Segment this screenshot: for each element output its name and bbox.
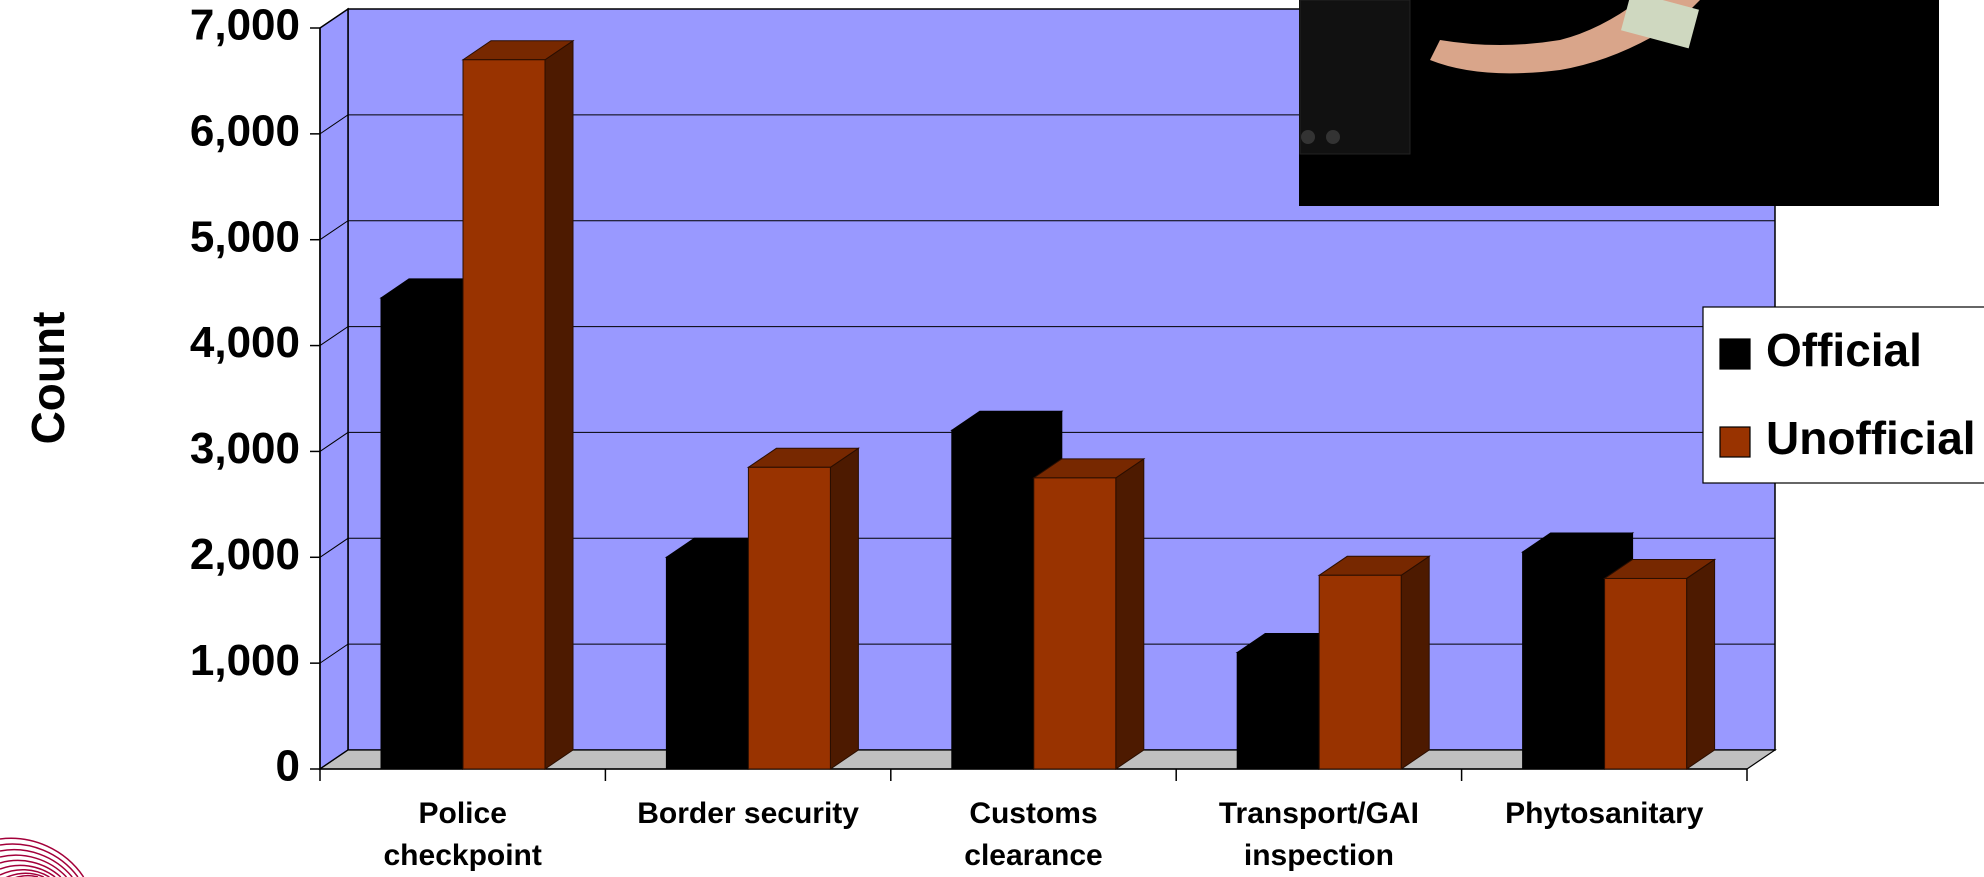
bar-side: [544, 39, 574, 770]
logo: [0, 837, 85, 877]
legend-label: Official: [1766, 324, 1922, 376]
bar-front: [1236, 652, 1320, 770]
grid-line: [319, 431, 1775, 452]
bar-front: [462, 59, 546, 770]
y-tick-label: 1,000: [190, 636, 300, 685]
bar-front: [1604, 577, 1688, 770]
bar-front: [1033, 477, 1117, 770]
y-tick-label: 7,000: [190, 1, 300, 50]
logo-arc: [0, 843, 79, 877]
grid-line: [319, 220, 1775, 241]
bar-front: [747, 466, 831, 770]
y-tick-label: 4,000: [190, 318, 300, 367]
bar-front: [1522, 551, 1606, 770]
legend: Official Unofficial: [1702, 306, 1984, 484]
bar: [461, 39, 575, 770]
y-tick-label: 3,000: [190, 424, 300, 473]
logo-arc: [0, 848, 73, 877]
logo-arc: [0, 837, 85, 877]
bar-side: [1686, 558, 1716, 770]
x-tick-label: Phytosanitary: [1505, 797, 1704, 830]
legend-label: Unofficial: [1766, 412, 1976, 464]
bar: [746, 447, 861, 770]
logo-arc: [0, 868, 50, 877]
bar-front: [951, 429, 1035, 770]
x-tick-label: Transport/GAI inspection: [1218, 797, 1419, 872]
bar-front: [1318, 574, 1402, 770]
logo-arc: [5, 872, 44, 877]
photo: [1299, 0, 1939, 206]
photo-button: [1301, 130, 1315, 144]
logo-arc: [15, 874, 39, 877]
grid-line: [319, 326, 1775, 346]
y-tick-label: 5,000: [190, 212, 300, 261]
x-tick-label: Customs clearance: [964, 797, 1103, 872]
logo-arc: [0, 859, 62, 877]
bar-side: [1400, 555, 1430, 770]
bar-side: [1115, 457, 1145, 770]
photo-sleeve: [1299, 0, 1411, 155]
x-tick-label: Border security: [637, 797, 859, 830]
x-tick-label: Police checkpoint: [383, 797, 542, 872]
y-axis-label: Count: [22, 312, 74, 445]
legend-swatch: [1719, 426, 1751, 458]
side-wall: [319, 7, 349, 771]
grid-line: [319, 537, 1775, 558]
photo-money: [1621, 0, 1699, 49]
bar-front: [380, 297, 464, 770]
y-tick-label: 6,000: [190, 106, 300, 155]
bar-front: [665, 556, 749, 770]
bar: [1317, 555, 1431, 770]
bar: [1602, 558, 1717, 770]
y-tick-label: 0: [276, 742, 300, 791]
logo-arc: [0, 864, 56, 877]
bar-side: [829, 447, 859, 770]
photo-button: [1326, 130, 1340, 144]
logo-arc: [0, 854, 68, 877]
bar: [1032, 457, 1146, 770]
y-tick-label: 2,000: [190, 530, 300, 579]
legend-swatch: [1719, 338, 1751, 370]
